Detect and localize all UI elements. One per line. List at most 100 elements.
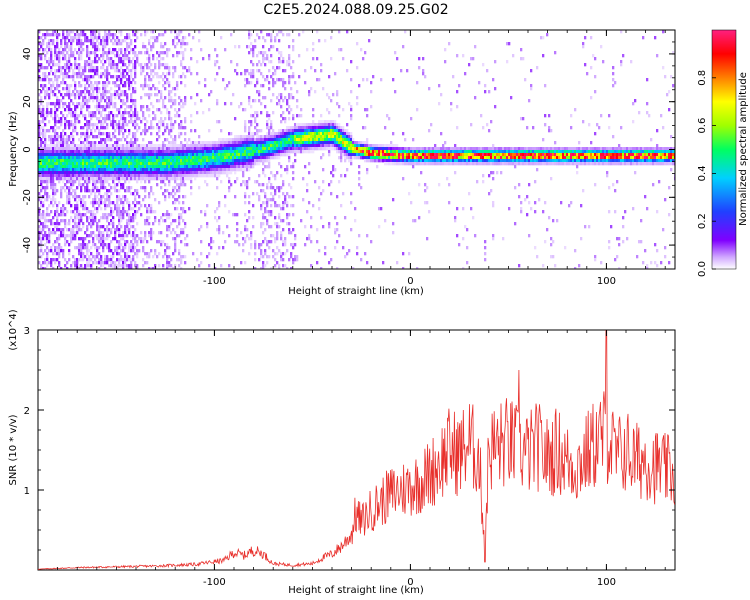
spectrogram-cell [72,159,75,163]
spectrogram-cell [74,231,77,235]
spectrogram-cell [188,162,191,166]
spectrogram-cell [82,183,85,187]
spectrogram-cell [54,105,57,109]
spectrogram-cell [38,195,41,199]
spectrogram-cell [142,240,145,244]
spectrogram-cell [148,108,151,112]
spectrogram-cell [204,159,207,163]
spectrogram-cell [232,153,235,157]
spectrogram-cell [162,162,165,166]
spectrogram-cell [38,237,41,241]
spectrogram-cell [54,30,57,34]
spectrogram-cell [116,177,119,181]
spectrogram-cell [128,114,131,118]
spectrogram-cell [220,144,223,148]
spectrogram-cell [224,102,227,106]
spectrogram-cell [70,174,73,178]
spectrogram-cell [40,168,43,172]
spectrogram-cell [272,198,275,202]
spectrogram-cell [126,45,129,49]
spectrogram-cell [292,135,295,139]
spectrogram-cell [138,51,141,55]
spectrogram-cell [102,72,105,76]
spectrogram-cell [54,252,57,256]
spectrogram-cell [262,264,265,268]
spectrogram-cell [64,81,67,85]
spectrogram-cell [174,36,177,40]
spectrogram-cell [260,72,263,76]
spectrogram-cell [130,207,133,211]
spectrogram-cell [132,111,135,115]
spectrogram-cell [58,234,61,238]
spectrogram-cell [108,228,111,232]
spectrogram-cell [340,129,343,133]
spectrogram-cell [100,183,103,187]
spectrogram-cell [88,159,91,163]
spectrogram-cell [338,138,341,142]
spectrogram-cell [212,171,215,175]
spectrogram-cell [90,219,93,223]
spectrogram-cell [72,144,75,148]
spectrogram-cell [66,261,69,265]
spectrogram-cell [228,180,231,184]
spectrogram-cell [212,141,215,145]
spectrogram-cell [80,156,83,160]
spectrogram-cell [286,63,289,67]
spectrogram-cell [244,195,247,199]
spectrogram-cell [88,51,91,55]
spectrogram-cell [190,48,193,52]
spectrogram-cell [58,261,61,265]
spectrogram-cell [152,126,155,130]
spectrogram-cell [74,213,77,217]
spectrogram-cell [244,135,247,139]
spectrogram-cell [46,168,49,172]
spectrogram-cell [172,228,175,232]
spectrogram-cell [102,108,105,112]
spectrogram-cell [238,153,241,157]
spectrogram-cell [334,144,337,148]
spectrogram-cell [254,267,257,269]
spectrogram-cell [180,240,183,244]
spectrogram-cell [130,96,133,100]
spectrogram-cell [74,261,77,265]
spectrogram-cell [58,126,61,130]
spectrogram-cell [64,156,67,160]
spectrogram-cell [286,222,289,226]
spectrogram-cell [52,177,55,181]
spectrogram-cell [220,153,223,157]
spectrogram-cell [144,195,147,199]
spectrogram-cell [176,147,179,151]
spectrogram-cell [102,171,105,175]
spectrogram-cell [142,84,145,88]
spectrogram-cell [136,180,139,184]
spectrogram-cell [70,153,73,157]
spectrogram-cell [50,78,53,82]
spectrogram-cell [42,168,45,172]
spectrogram-cell [102,243,105,247]
spectrogram-cell [40,180,43,184]
spectrogram-cell [190,165,193,169]
spectrogram-cell [58,75,61,79]
spectrogram-cell [84,102,87,106]
spectrogram-cell [310,135,313,139]
spectrogram-cell [182,57,185,61]
spectrogram-cell [80,198,83,202]
spectrogram-cell [306,183,309,187]
spectrogram-cell [152,30,155,34]
spectrogram-cell [278,264,281,268]
spectrogram-cell [38,249,41,253]
spectrogram-cell [144,75,147,79]
spectrogram-cell [286,213,289,217]
spectrogram-cell [138,207,141,211]
spectrogram-cell [66,177,69,181]
spectrogram-cell [114,174,117,178]
spectrogram-cell [102,123,105,127]
spectrogram-cell [70,183,73,187]
spectrogram-cell [178,189,181,193]
spectrogram-cell [42,225,45,229]
spectrogram-cell [162,156,165,160]
spectrogram-cell [318,126,321,130]
spectrogram-cell [130,162,133,166]
spectrogram-cell [156,39,159,43]
spectrogram-cell [234,69,237,73]
